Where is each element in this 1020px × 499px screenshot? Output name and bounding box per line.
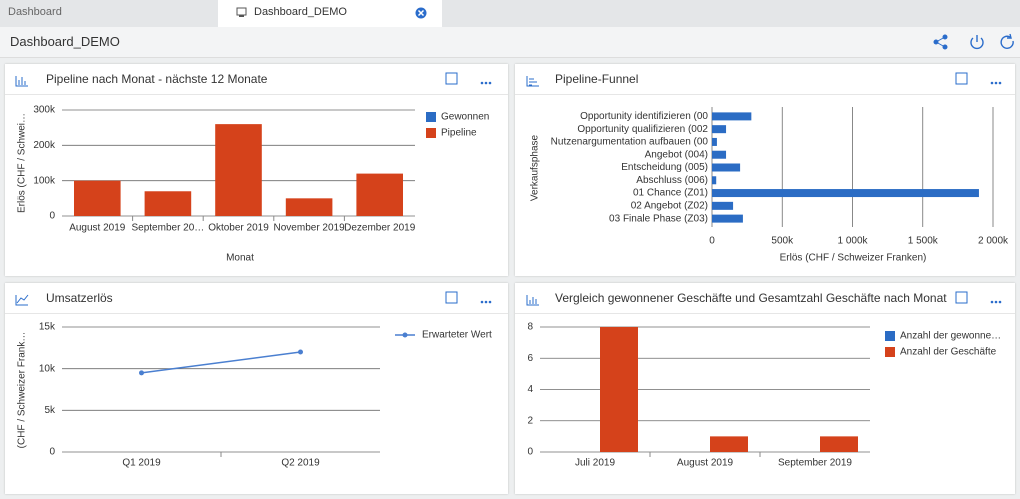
y-tick-label: 0: [49, 447, 55, 458]
y-tick-label: 6: [527, 353, 533, 364]
close-tab[interactable]: [415, 7, 427, 19]
bar: [600, 327, 638, 452]
header-title: Dashboard_DEMO: [10, 34, 120, 49]
x-tick-label: 2 000k: [978, 236, 1009, 247]
bar: [712, 176, 717, 185]
bar: [712, 137, 717, 146]
y-tick-label: 0: [49, 211, 55, 222]
bar: [74, 180, 121, 216]
y-tick-label: 03 Finale Phase (Z03): [609, 213, 708, 224]
tab[interactable]: Dashboard: [8, 6, 62, 18]
bar: [712, 201, 734, 210]
x-axis-label: Erlös (CHF / Schweizer Franken): [780, 253, 927, 264]
card: Vergleich gewonnener Geschäfte und Gesam…: [515, 283, 1015, 494]
tab[interactable]: Dashboard_DEMO: [218, 0, 442, 27]
y-axis-label: (CHF / Schweizer Frank…: [17, 332, 28, 449]
tab-icon: [236, 7, 247, 17]
y-tick-label: 15k: [39, 322, 56, 333]
header: Dashboard_DEMO: [0, 27, 1020, 58]
legend-swatch: [885, 331, 895, 341]
bar: [356, 173, 403, 216]
bar: [712, 112, 752, 121]
card-title: Umsatzerlös: [46, 291, 113, 305]
x-tick-label: November 2019: [274, 223, 346, 234]
bar: [712, 214, 743, 223]
x-tick-label: September 20…: [131, 223, 204, 234]
x-tick-label: September 2019: [778, 458, 852, 469]
y-tick-label: Opportunity identifizieren (00: [580, 111, 708, 122]
point: [298, 349, 303, 355]
legend-swatch: [426, 128, 436, 138]
bar: [712, 163, 741, 172]
y-axis-label: Verkaufsphase: [530, 134, 541, 201]
bar: [215, 124, 262, 216]
y-tick-label: Angebot (004): [645, 149, 708, 160]
y-axis-label: Erlös (CHF / Schwei…: [17, 113, 28, 213]
line: [141, 351, 301, 374]
x-tick-label: 1 000k: [837, 236, 868, 247]
card-title: Pipeline-Funnel: [555, 72, 639, 86]
tab-bar: Dashboard Dashboard_DEMO: [0, 0, 1020, 27]
legend-label: Gewonnen: [441, 112, 489, 123]
x-tick-label: Dezember 2019: [344, 223, 416, 234]
x-tick-label: 0: [709, 236, 715, 247]
legend-label: Anzahl der gewonne…: [900, 331, 1001, 342]
bar: [712, 125, 727, 134]
y-tick-label: Nutzenargumentation aufbauen (00: [551, 137, 709, 148]
bar: [712, 189, 979, 198]
x-tick-label: Oktober 2019: [208, 223, 269, 234]
card: Pipeline-Funnel: [515, 64, 1015, 276]
legend-label: Anzahl der Geschäfte: [900, 347, 997, 358]
card: Umsatzerlös: [5, 283, 508, 494]
y-tick-label: 200k: [33, 140, 56, 151]
x-tick-label: 1 500k: [908, 236, 939, 247]
bar: [710, 436, 748, 452]
y-tick-label: 0: [527, 447, 533, 458]
y-tick-label: 10k: [39, 363, 56, 374]
bar: [712, 150, 727, 159]
x-tick-label: August 2019: [69, 223, 126, 234]
x-tick-label: Q2 2019: [281, 458, 320, 469]
point: [139, 370, 144, 376]
x-tick-label: August 2019: [677, 458, 734, 469]
legend-label: Erwarteter Wert: [422, 330, 492, 341]
y-tick-label: Abschluss (006): [636, 175, 708, 186]
y-tick-label: 4: [527, 384, 533, 395]
x-tick-label: Q1 2019: [122, 458, 161, 469]
y-tick-label: 02 Angebot (Z02): [631, 200, 708, 211]
y-tick-label: Entscheidung (005): [621, 162, 708, 173]
x-axis-label: Monat: [226, 253, 254, 264]
bar: [285, 198, 333, 216]
y-tick-label: 01 Chance (Z01): [633, 188, 708, 199]
bar: [820, 436, 858, 452]
x-tick-label: Juli 2019: [575, 458, 615, 469]
legend-marker: [402, 332, 408, 338]
legend-swatch: [885, 347, 895, 357]
card-title: Pipeline nach Monat - nächste 12 Monate: [46, 72, 268, 86]
y-tick-label: 2: [527, 415, 533, 426]
y-tick-label: 300k: [33, 105, 56, 116]
card-title: Vergleich gewonnener Geschäfte und Gesam…: [555, 291, 947, 305]
y-tick-label: 100k: [33, 175, 56, 186]
y-tick-label: 5k: [44, 405, 56, 416]
y-tick-label: 8: [527, 322, 533, 333]
y-tick-label: Opportunity qualifizieren (002: [577, 124, 708, 135]
more-dots[interactable]: [480, 81, 1002, 304]
bar: [144, 191, 192, 216]
card-icons: [15, 72, 968, 306]
tab-label: Dashboard_DEMO: [254, 6, 347, 18]
x-tick-label: 500k: [771, 236, 794, 247]
legend-swatch: [426, 112, 436, 122]
header-actions[interactable]: [932, 33, 1016, 51]
legend-label: Pipeline: [441, 128, 477, 139]
